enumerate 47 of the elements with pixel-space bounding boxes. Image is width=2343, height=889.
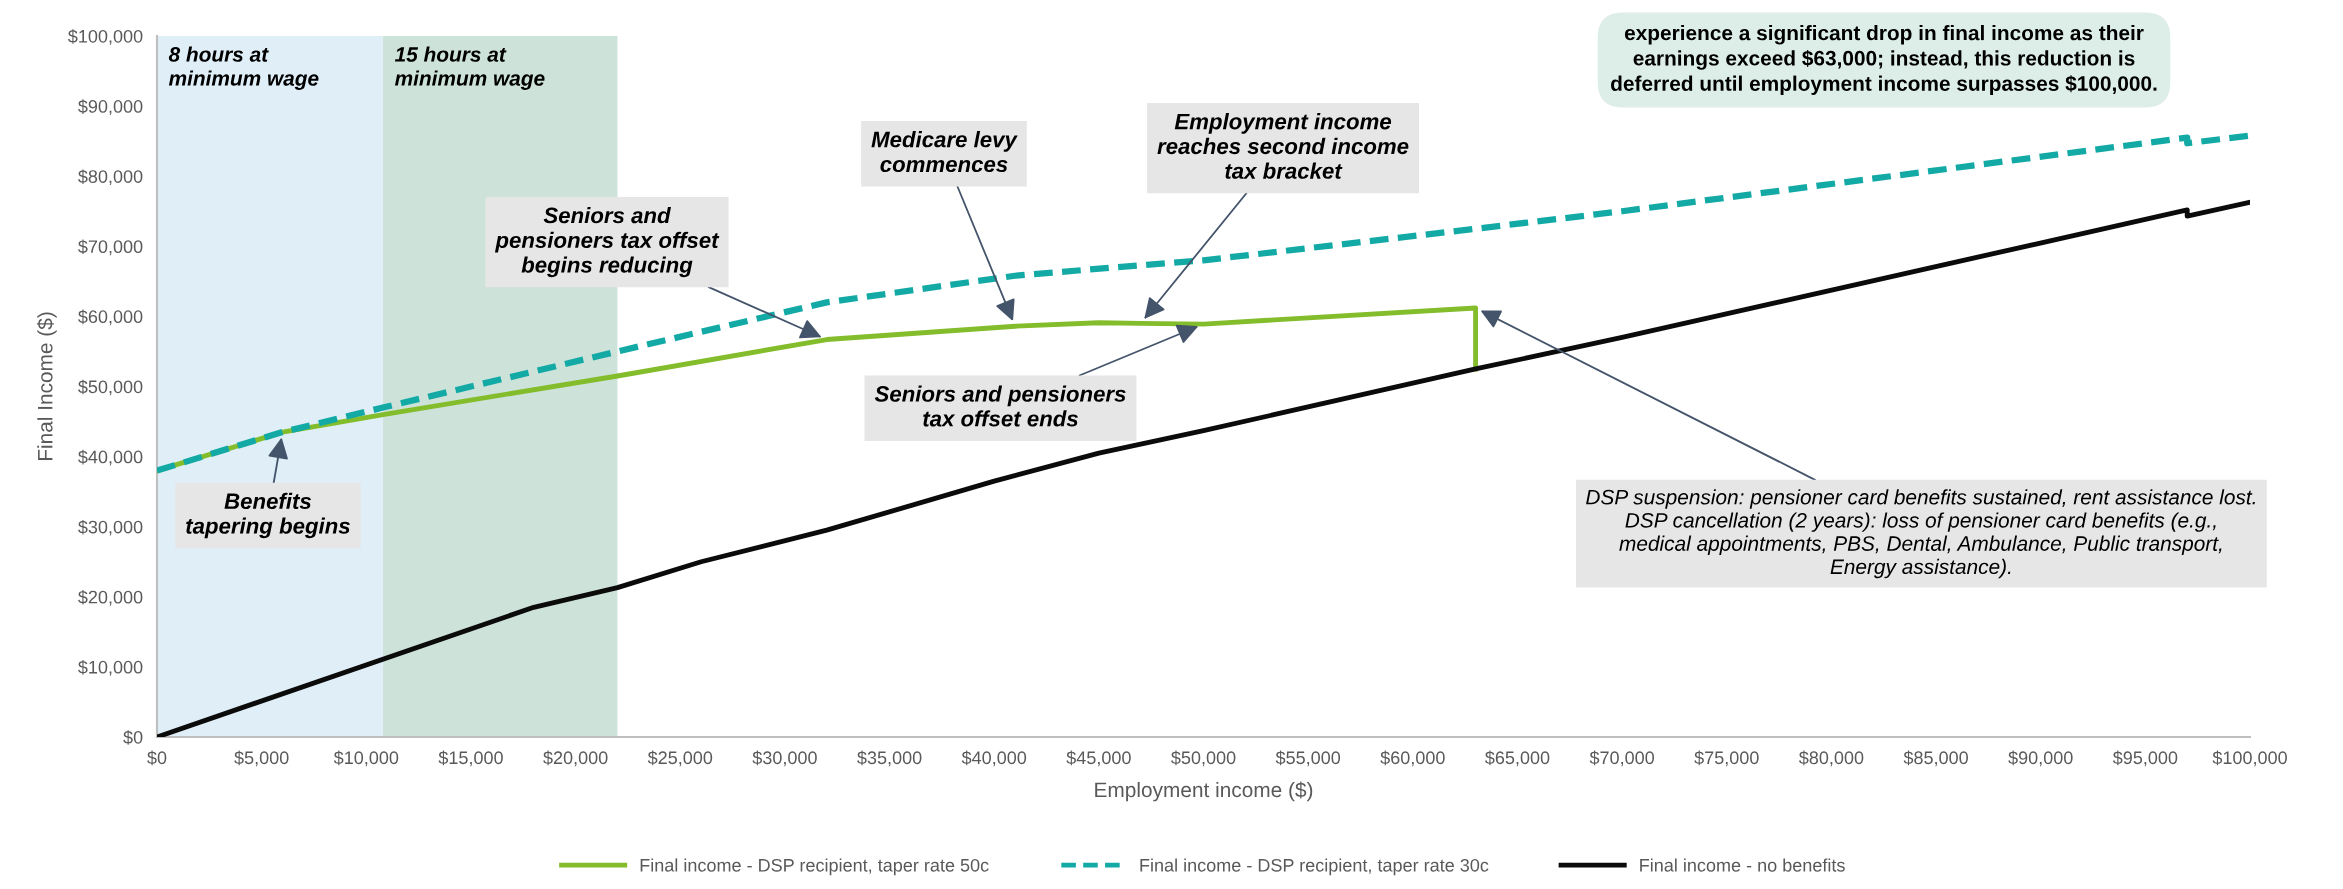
x-tick-label: $65,000	[1485, 750, 1550, 767]
x-tick-label: $95,000	[2112, 750, 2178, 767]
x-tick-label: $15,000	[438, 750, 503, 767]
x-tick-label: $20,000	[543, 750, 608, 767]
y-tick-label: $80,000	[78, 169, 143, 186]
y-tick-label: $10,000	[78, 660, 143, 676]
legend-label: Final income - DSP recipient, taper rate 50c	[640, 858, 989, 876]
x-tick-label: $80,000	[1798, 750, 1864, 767]
y-tick-label: $90,000	[78, 99, 143, 115]
y-tick-label: $20,000	[78, 589, 143, 606]
x-tick-label: $55,000	[1275, 750, 1341, 767]
x-tick-label: $90,000	[2008, 750, 2073, 767]
x-tick-label: $45,000	[1066, 750, 1131, 767]
y-tick-label: $30,000	[78, 519, 143, 536]
annotation: experience a significant drop in final income as their earnings exceed $63,000; instead, this reduction is deferred until employment income surpasses $100,000.	[1611, 25, 2157, 95]
legend-label: Final income - DSP recipient, taper rate 30c	[1140, 858, 1489, 876]
y-axis-title: Final Income ($)	[36, 312, 57, 461]
annotation: DSP suspension: pensioner card benefits sustained, rent assistance lost. DSP cancellation (2 years): loss of pensioner card benefits (e.g., medical appointments, PBS, Dental, Ambulance, Public transport, Energy assistance).	[1586, 489, 2255, 579]
y-tick-label: $60,000	[78, 309, 143, 326]
x-tick-label: $100,000	[2212, 750, 2287, 767]
y-tick-label: $70,000	[78, 239, 143, 256]
x-tick-label: $70,000	[1589, 750, 1655, 767]
band-label: 8 hours at minimum wage	[168, 46, 319, 90]
y-tick-label: $100,000	[68, 29, 143, 45]
x-tick-label: $40,000	[961, 750, 1027, 767]
x-tick-label: $0	[147, 750, 167, 766]
annotation: Benefits tapering begins	[186, 492, 350, 539]
annotation: Medicare levy commences	[871, 131, 1018, 173]
y-tick-label: $50,000	[78, 379, 143, 396]
annotation: Seniors and pensioners tax offset begins reducing	[494, 207, 720, 278]
x-tick-label: $85,000	[1903, 750, 1968, 767]
x-axis-title: Employment income ($)	[1095, 781, 1313, 802]
x-tick-label: $60,000	[1380, 750, 1445, 767]
annotation: Employment income reaches second income tax bracket	[1157, 113, 1409, 179]
x-tick-label: $35,000	[857, 750, 922, 767]
x-tick-label: $75,000	[1694, 750, 1759, 767]
x-tick-label: $50,000	[1171, 750, 1236, 767]
annotation: Seniors and pensioners tax offset ends	[874, 385, 1126, 427]
line-series	[157, 305, 1479, 474]
x-tick-label: $25,000	[647, 750, 713, 767]
x-tick-label: $10,000	[333, 750, 399, 767]
y-tick-label: $40,000	[78, 449, 143, 466]
legend-label: Final income - no benefits	[1640, 858, 1845, 872]
x-tick-label: $30,000	[752, 750, 817, 767]
band-label: 15 hours at minimum wage	[394, 46, 545, 90]
y-tick-label: $0	[123, 730, 143, 745]
x-tick-label: $5,000	[234, 750, 289, 767]
